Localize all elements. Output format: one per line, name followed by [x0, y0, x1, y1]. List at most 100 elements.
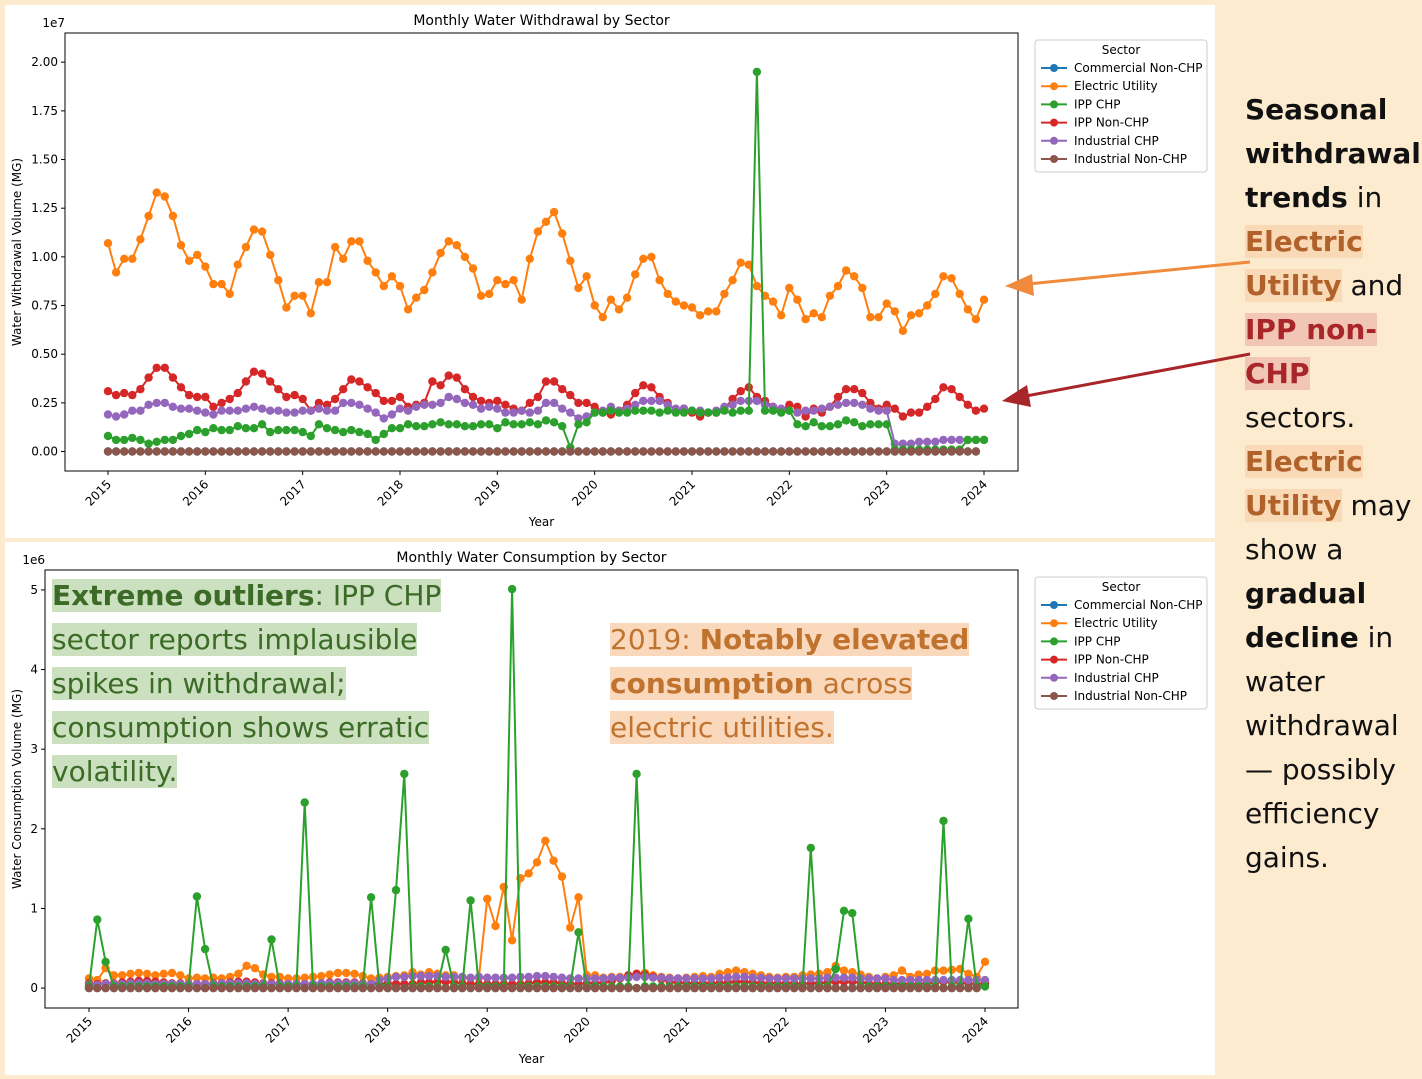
point-industrial-chp — [599, 974, 608, 983]
point-industrial-non-chp — [955, 983, 965, 993]
point-ipp-chp — [720, 406, 729, 415]
point-ipp-non-chp — [728, 394, 737, 404]
point-industrial-non-chp — [532, 983, 542, 993]
point-industrial-non-chp — [363, 447, 372, 456]
legend-label-ipp-chp: IPP CHP — [1074, 634, 1120, 648]
point-industrial-non-chp — [814, 983, 824, 993]
point-electric-utility — [549, 207, 559, 217]
point-industrial-non-chp — [151, 983, 160, 993]
point-industrial-non-chp — [663, 447, 672, 456]
point-industrial-non-chp — [690, 983, 699, 993]
point-industrial-non-chp — [590, 983, 600, 993]
point-industrial-non-chp — [375, 983, 384, 993]
point-industrial-chp — [412, 402, 421, 411]
y-tick-label: 1.75 — [31, 104, 58, 118]
point-ipp-chp — [736, 406, 745, 415]
point-industrial-non-chp — [366, 983, 376, 993]
point-industrial-non-chp — [866, 447, 875, 456]
point-industrial-non-chp — [159, 983, 168, 993]
point-industrial-chp — [517, 406, 526, 415]
point-ipp-chp — [274, 425, 283, 435]
point-industrial-non-chp — [566, 983, 575, 993]
point-industrial-chp — [355, 400, 364, 409]
point-electric-utility — [736, 258, 745, 267]
point-ipp-non-chp — [136, 385, 145, 394]
point-industrial-chp — [740, 972, 749, 982]
point-industrial-non-chp — [874, 447, 883, 456]
point-industrial-non-chp — [433, 983, 442, 993]
point-industrial-non-chp — [391, 983, 401, 993]
consumption-chart: Monthly Water Consumption by Sector 0 1 2 3 4… — [10, 550, 1208, 1066]
point-industrial-non-chp — [233, 447, 242, 456]
point-ipp-chp — [533, 420, 543, 429]
point-industrial-chp — [690, 974, 699, 983]
point-industrial-chp — [460, 398, 470, 408]
point-industrial-non-chp — [640, 983, 650, 993]
point-electric-utility — [501, 279, 510, 289]
point-electric-utility — [342, 968, 351, 978]
point-ipp-chp — [468, 422, 478, 431]
point-industrial-non-chp — [914, 447, 924, 456]
point-electric-utility — [525, 254, 534, 263]
point-ipp-chp — [452, 420, 461, 429]
point-ipp-non-chp — [395, 392, 405, 402]
y-multiplier-label: 1e6 — [22, 553, 45, 567]
point-industrial-non-chp — [574, 983, 583, 993]
point-ipp-non-chp — [184, 390, 194, 400]
point-industrial-chp — [632, 972, 641, 982]
point-industrial-chp — [444, 392, 453, 402]
sidebar-text: in water withdrawal — possibly efficienc… — [1245, 621, 1399, 874]
x-tick-label: 2023 — [860, 1014, 891, 1045]
point-ipp-non-chp — [533, 392, 543, 402]
point-industrial-chp — [225, 406, 234, 415]
point-ipp-chp — [760, 406, 770, 415]
point-industrial-non-chp — [777, 447, 786, 456]
point-industrial-chp — [882, 406, 891, 415]
point-ipp-non-chp — [833, 392, 843, 402]
legend-label-electric-utility: Electric Utility — [1074, 616, 1158, 630]
point-industrial-non-chp — [485, 447, 494, 456]
x-tick-label: 2017 — [277, 477, 308, 508]
point-industrial-chp — [801, 406, 810, 415]
point-ipp-chp — [249, 424, 259, 433]
point-industrial-non-chp — [614, 447, 624, 456]
point-ipp-non-chp — [452, 373, 461, 382]
point-ipp-chp — [241, 424, 251, 433]
point-industrial-non-chp — [679, 447, 689, 456]
point-ipp-non-chp — [939, 383, 948, 392]
point-ipp-chp — [801, 422, 810, 431]
legend-title: Sector — [1102, 43, 1141, 57]
point-industrial-non-chp — [607, 983, 616, 993]
point-ipp-chp — [282, 425, 291, 435]
point-ipp-non-chp — [387, 396, 397, 406]
point-industrial-non-chp — [449, 983, 459, 993]
point-industrial-chp — [557, 973, 567, 982]
point-industrial-non-chp — [558, 447, 567, 456]
legend-label-electric-utility: Electric Utility — [1074, 79, 1158, 93]
point-electric-utility — [103, 239, 113, 248]
point-ipp-non-chp — [290, 390, 299, 400]
point-electric-utility — [452, 241, 461, 250]
point-industrial-non-chp — [257, 447, 267, 456]
point-industrial-non-chp — [574, 447, 583, 456]
point-electric-utility — [858, 283, 867, 293]
point-industrial-non-chp — [687, 447, 697, 456]
point-industrial-non-chp — [964, 983, 973, 993]
point-ipp-non-chp — [128, 390, 137, 400]
point-industrial-non-chp — [84, 983, 94, 993]
point-industrial-non-chp — [144, 447, 153, 456]
point-industrial-non-chp — [441, 983, 450, 993]
x-tick-label: 2022 — [761, 1014, 792, 1045]
point-industrial-chp — [266, 406, 275, 415]
point-industrial-chp — [889, 975, 898, 985]
point-ipp-non-chp — [249, 367, 259, 376]
point-electric-utility — [491, 921, 500, 931]
y-tick-label: 5 — [30, 583, 38, 597]
point-industrial-chp — [176, 404, 186, 413]
point-electric-utility — [468, 264, 478, 273]
legend-label-industrial-non-chp: Industrial Non-CHP — [1074, 689, 1187, 703]
point-ipp-non-chp — [890, 404, 899, 413]
point-industrial-non-chp — [768, 447, 778, 456]
point-industrial-non-chp — [756, 983, 766, 993]
sidebar-text: in — [1347, 181, 1383, 214]
